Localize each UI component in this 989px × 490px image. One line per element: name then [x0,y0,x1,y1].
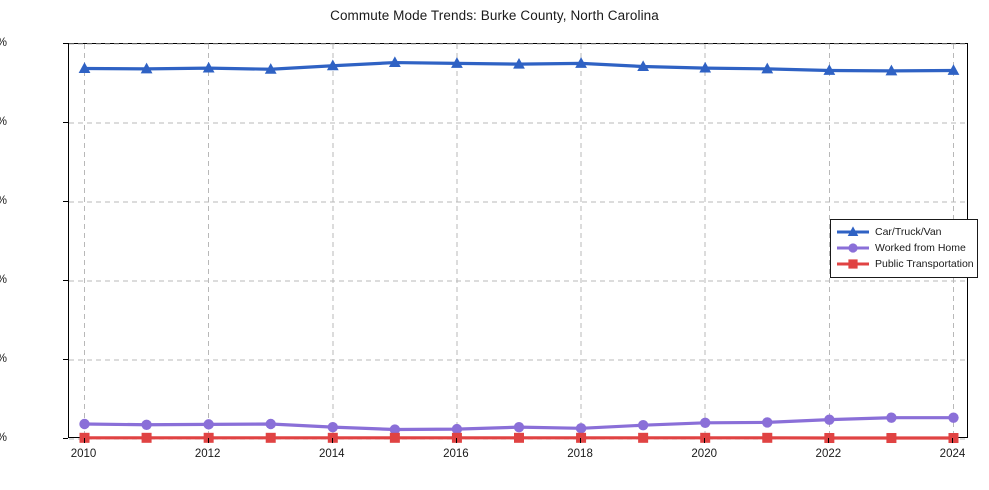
legend-item-2[interactable]: Public Transportation [836,256,974,272]
data-point-marker [264,63,277,74]
y-tick-label: 100% [0,37,7,49]
data-point-marker [638,432,649,443]
data-point-marker [141,419,152,430]
data-point-marker [451,57,463,68]
data-point-marker [885,64,898,76]
y-tick-mark [63,359,68,360]
data-point-marker [451,423,463,435]
data-point-marker [824,414,835,425]
x-tick-mark [952,438,954,443]
data-point-marker [824,433,835,444]
data-point-marker [700,432,711,443]
x-tick-label: 2022 [815,448,842,460]
chart-title: Commute Mode Trends: Burke County, North… [330,8,659,23]
data-point-marker [141,432,152,443]
data-point-marker [699,61,712,73]
data-point-marker [326,59,339,71]
y-tick-label: 80% [0,116,7,128]
data-point-marker [948,433,959,444]
data-point-marker [140,62,153,74]
x-tick-mark [83,438,85,443]
legend-swatch-square-icon [836,257,870,271]
legend-label: Public Transportation [875,258,974,270]
data-point-marker [389,432,400,443]
data-point-marker [761,62,774,74]
data-point-marker [823,64,836,75]
data-point-marker [700,417,711,429]
data-point-marker [762,417,773,428]
data-point-marker [327,421,338,433]
plot-area [68,43,969,444]
y-tick-mark [63,280,68,281]
data-point-marker [388,56,401,68]
data-point-marker [514,432,524,443]
x-tick-label: 2024 [939,448,966,460]
legend-swatch-circle-icon [836,241,870,255]
x-tick-label: 2012 [194,448,221,460]
data-point-marker [575,423,587,434]
data-point-marker [79,418,90,430]
data-point-marker [389,424,401,435]
data-point-marker [265,418,276,430]
data-point-marker [513,57,525,69]
data-point-marker [576,432,587,443]
legend-label: Worked from Home [875,242,966,254]
x-tick-label: 2020 [691,448,717,460]
y-tick-mark [63,43,68,44]
data-point-marker [78,62,91,73]
y-tick-mark [63,438,68,439]
data-point-marker [637,419,649,431]
x-tick-mark [580,438,582,443]
y-tick-label: 20% [0,353,7,365]
y-tick-mark [63,201,68,202]
data-point-marker [79,432,90,443]
chart-legend: Car/Truck/Van Worked from Home Public Tran… [830,219,978,278]
x-tick-label: 2014 [318,448,345,460]
data-point-marker [451,432,462,443]
x-tick-mark [828,438,830,443]
data-point-marker [637,60,650,71]
data-point-marker [948,412,959,423]
x-tick-mark [704,438,706,443]
data-point-marker [513,421,525,433]
x-tick-mark [455,438,457,443]
y-tick-label: 40% [0,274,7,286]
data-point-marker [575,57,587,68]
legend-swatch-triangle-icon [836,225,870,239]
data-point-marker [265,432,276,443]
x-tick-label: 2016 [443,448,469,460]
data-point-marker [203,432,214,443]
x-tick-mark [331,438,333,443]
data-point-marker [886,412,897,423]
data-point-marker [203,419,214,430]
legend-item-0[interactable]: Car/Truck/Van [836,224,972,240]
y-tick-mark [63,122,68,123]
data-point-marker [886,433,897,444]
data-point-marker [947,64,960,75]
y-tick-label: 0% [0,432,7,444]
data-point-marker [202,61,215,73]
x-tick-mark [207,438,209,443]
legend-item-1[interactable]: Worked from Home [836,240,972,256]
data-point-marker [762,432,773,443]
data-series-layer [78,56,960,444]
y-tick-label: 60% [0,195,7,207]
x-tick-label: 2018 [567,448,593,460]
data-point-marker [327,432,338,443]
x-tick-label: 2010 [70,448,97,460]
legend-label: Car/Truck/Van [875,226,942,238]
